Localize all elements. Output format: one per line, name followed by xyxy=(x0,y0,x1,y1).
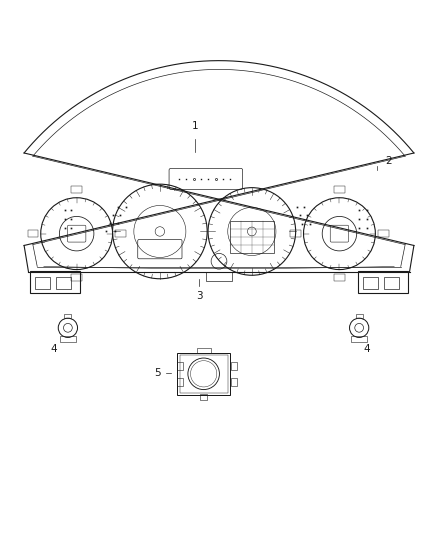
Bar xyxy=(384,277,399,289)
Bar xyxy=(35,277,50,289)
Bar xyxy=(378,230,389,237)
Bar xyxy=(64,314,71,318)
Text: 5: 5 xyxy=(154,368,161,378)
Bar xyxy=(231,362,237,370)
Bar xyxy=(56,277,71,289)
Bar xyxy=(115,230,126,237)
Bar xyxy=(356,314,363,318)
Text: 2: 2 xyxy=(385,156,392,166)
Bar xyxy=(28,230,38,237)
Bar xyxy=(60,336,76,342)
Bar xyxy=(334,274,345,281)
Bar xyxy=(197,349,211,353)
Bar xyxy=(363,277,378,289)
Bar xyxy=(230,221,274,253)
Bar xyxy=(180,355,228,393)
Text: 3: 3 xyxy=(196,290,203,301)
Bar xyxy=(177,362,183,370)
Bar xyxy=(200,394,207,400)
Bar xyxy=(334,187,345,193)
Bar xyxy=(290,230,301,237)
Bar xyxy=(231,378,237,386)
Bar xyxy=(351,336,367,342)
Text: 4: 4 xyxy=(50,344,57,354)
Bar xyxy=(177,378,183,386)
Bar xyxy=(177,353,230,395)
Text: 4: 4 xyxy=(363,344,370,354)
Bar xyxy=(206,272,232,281)
Text: 1: 1 xyxy=(191,120,198,131)
Bar xyxy=(358,271,408,293)
Bar xyxy=(30,271,80,293)
Bar xyxy=(71,274,82,281)
Bar xyxy=(71,187,82,193)
